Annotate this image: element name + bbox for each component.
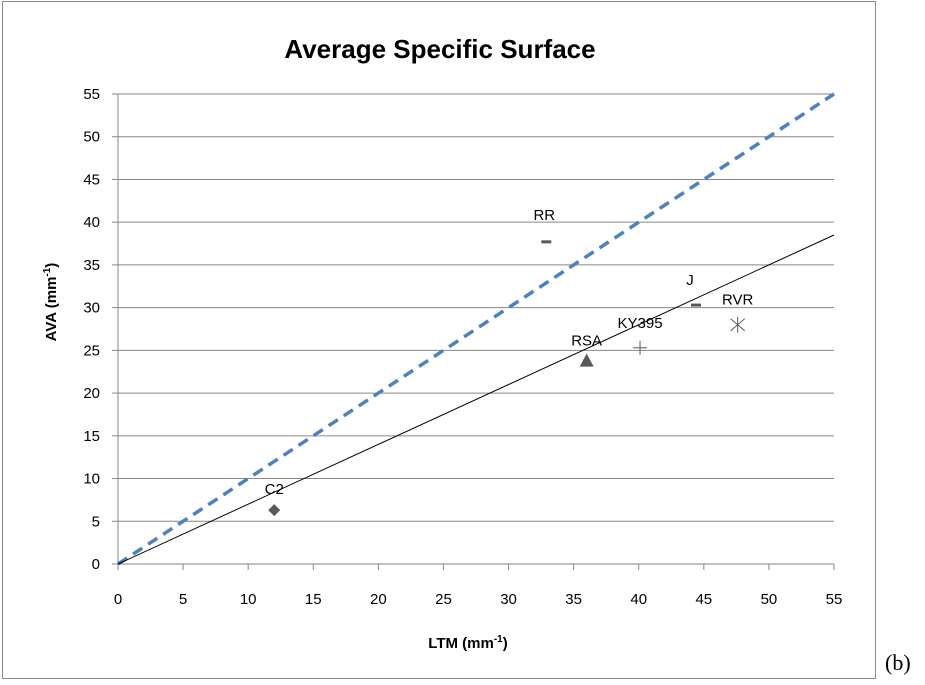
y-axis-label-end: ) [43, 263, 60, 268]
x-axis-label: LTM (mm-1) [428, 634, 507, 652]
y-tick-label: 50 [83, 129, 100, 146]
point-rvr-label: RVR [722, 292, 754, 309]
x-tick-label: 55 [826, 591, 843, 608]
x-tick-label: 25 [435, 591, 452, 608]
x-axis-label-text: LTM (mm [428, 635, 494, 652]
dashed-trend-line [117, 92, 835, 566]
point-ky395-label: KY395 [618, 315, 663, 332]
data-points [268, 240, 745, 517]
asterisk-d2 [730, 318, 745, 332]
point-labels: C2 RR RSA KY395 J RVR [265, 207, 754, 498]
point-j-marker [691, 303, 702, 307]
y-tick-label: 55 [83, 86, 100, 103]
grid-lines [118, 93, 834, 522]
chart-frame: Average Specific Surface 0 5 10 15 20 25 30 35 4… [2, 1, 876, 679]
y-tick-label: 10 [83, 471, 100, 488]
point-rsa-label: RSA [571, 333, 602, 350]
x-axis-label-sup: -1 [494, 634, 503, 645]
x-tick-label: 40 [630, 591, 647, 608]
y-axis-label-text: AVA (mm [43, 277, 60, 342]
x-tick-label: 45 [695, 591, 712, 608]
x-tick-label: 10 [240, 591, 257, 608]
x-tick-label: 20 [370, 591, 387, 608]
y-axis-label-sup: -1 [42, 267, 53, 276]
point-rvr-marker [730, 316, 745, 333]
y-tick-label: 0 [92, 556, 100, 573]
point-rsa-marker [579, 353, 594, 367]
y-tick-label: 5 [92, 513, 100, 530]
point-c2-marker [268, 504, 281, 517]
solid-trend-line [117, 234, 835, 565]
axes [112, 93, 835, 570]
point-rr-marker [541, 240, 552, 244]
x-tick-label: 30 [500, 591, 517, 608]
y-tick-label: 40 [83, 214, 100, 231]
tick-labels: 0 5 10 15 20 25 30 35 40 45 50 55 0 5 10 15 20 25 30 35 40 45… [83, 86, 842, 608]
x-tick-label: 35 [565, 591, 582, 608]
x-tick-label: 15 [305, 591, 322, 608]
y-tick-label: 35 [83, 257, 100, 274]
y-tick-label: 20 [83, 385, 100, 402]
y-tick-label: 25 [83, 342, 100, 359]
x-axis-label-end: ) [503, 635, 508, 652]
y-axis-label: AVA (mm-1) [42, 263, 60, 342]
point-c2-label: C2 [265, 481, 284, 498]
point-rr-label: RR [533, 207, 555, 224]
x-tick-label: 50 [761, 591, 778, 608]
y-tick-label: 15 [83, 428, 100, 445]
point-j-label: J [686, 272, 694, 289]
x-tick-label: 0 [114, 591, 122, 608]
y-tick-label: 30 [83, 300, 100, 317]
scatter-plot: Average Specific Surface 0 5 10 15 20 25 30 35 4… [42, 34, 842, 652]
panel-label: (b) [885, 650, 911, 675]
x-tick-label: 5 [179, 591, 187, 608]
trend-lines [117, 92, 835, 566]
point-ky395-marker [633, 340, 648, 355]
chart-title: Average Specific Surface [284, 34, 595, 64]
y-tick-label: 45 [83, 171, 100, 188]
